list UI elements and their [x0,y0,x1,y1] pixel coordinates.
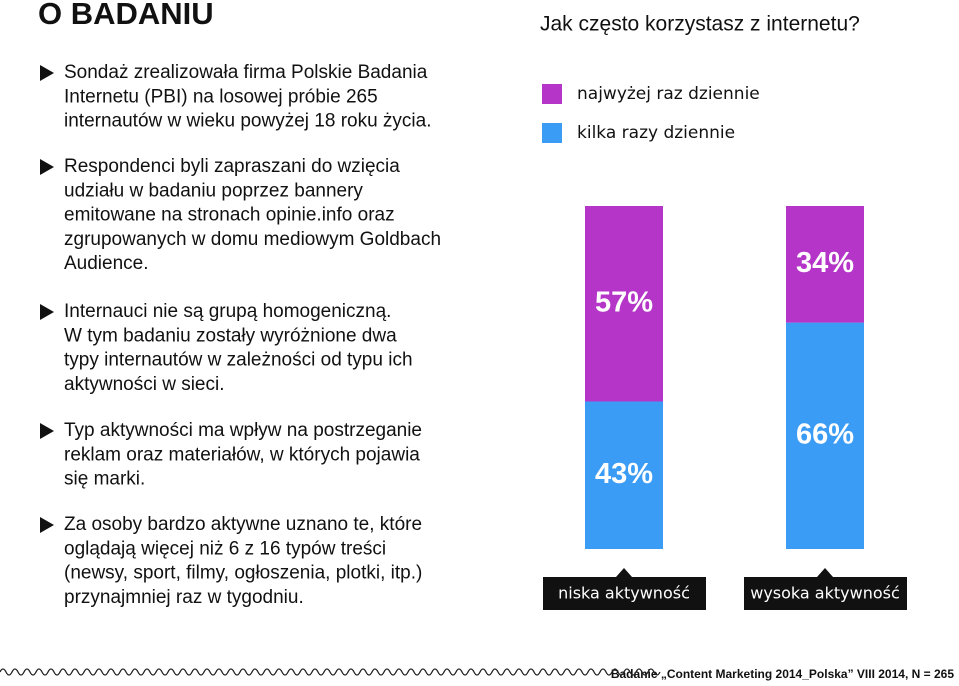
page-title: O BADANIU [38,0,214,31]
legend-label: najwyżej raz dziennie [577,84,760,104]
bullet-text: W tym badaniu zostały wyróżnione dwa [64,325,397,346]
legend-swatch [542,84,562,104]
bullet-text: udziału w badaniu poprzez bannery [64,180,363,201]
chart-title: Jak często korzystasz z internetu? [540,13,860,36]
value-label: 66% [796,418,854,450]
bullet-text: zgrupowanych w domu mediowym Goldbach [64,229,441,250]
bullet-text: aktywności w sieci. [64,374,225,395]
bullet-text: internautów w wieku powyżej 18 roku życi… [64,111,432,132]
bullet-text: Za osoby bardzo aktywne uznano te, które [64,514,422,535]
bullet-text: reklam oraz materiałów, w których pojawi… [64,444,420,465]
bar-segment [585,206,663,402]
bullet-arrow [40,423,54,439]
bullet-text: Internauci nie są grupą homogeniczną. [64,301,391,322]
category-box [744,568,907,610]
category-label: wysoka aktywność [750,584,900,603]
bullet-text: oglądają więcej niż 6 z 16 typów treści [64,538,386,559]
bullet-text: Internetu (PBI) na losowej próbie 265 [64,86,378,107]
value-label: 57% [595,286,653,318]
bullet-text: się marki. [64,469,145,490]
category-label: niska aktywność [558,584,690,603]
value-label: 43% [595,458,653,490]
bullet-arrow [40,159,54,175]
bar-segment [786,322,864,549]
footer: Badanie „Content Marketing 2014_Polska” … [611,667,954,681]
bullet-arrow [40,304,54,320]
bullet-text: Typ aktywności ma wpływ na postrzeganie [64,420,422,441]
bar-segment [786,206,864,323]
bullet-text: emitowane na stronach opinie.info oraz [64,205,395,226]
bullet-text: Audience. [64,253,149,274]
bullet-text: Respondenci byli zapraszani do wzięcia [64,156,400,177]
legend-swatch [542,123,562,143]
bar-segment [585,401,663,549]
category-box [543,568,706,610]
value-label: 34% [796,247,854,279]
legend-label: kilka razy dziennie [577,123,735,143]
bullet-text: przynajmniej raz w tygodniu. [64,587,304,608]
bullet-text: typy internautów w zależności od typu ic… [64,350,413,371]
bullet-text: (newsy, sport, filmy, ogłoszenia, plotki… [64,563,422,584]
wavy-divider [0,668,661,676]
bullet-arrow [40,517,54,533]
bullet-text: Sondaż zrealizowała firma Polskie Badani… [64,62,428,83]
bullet-arrow [40,65,54,81]
